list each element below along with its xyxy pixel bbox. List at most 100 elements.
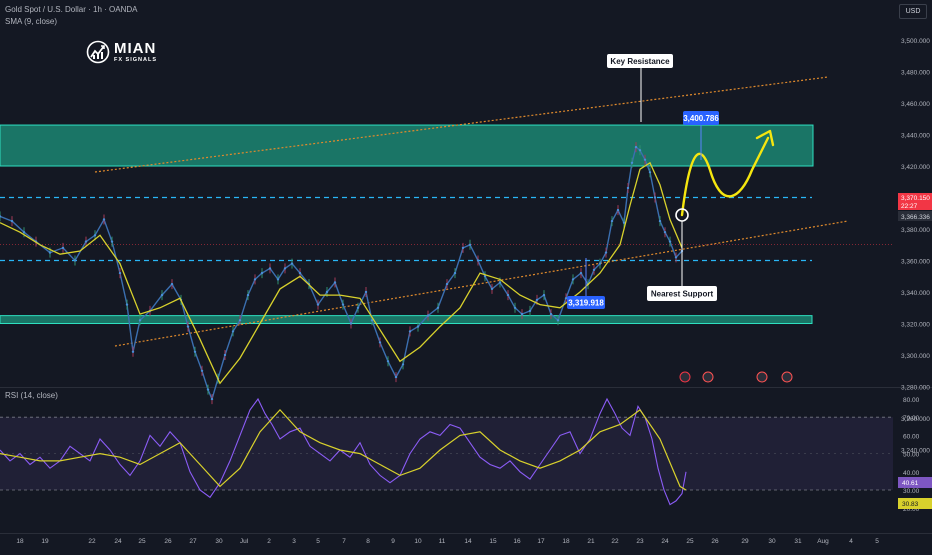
price-point	[160, 293, 164, 297]
time-tick-label: 22	[88, 538, 96, 545]
sma-legend[interactable]: SMA (9, close)	[5, 17, 58, 26]
rsi-ma-line	[0, 409, 687, 491]
price-point	[170, 282, 174, 286]
time-tick-label: 22	[611, 538, 619, 545]
price-point	[0, 215, 2, 218]
key-resistance-box	[607, 54, 673, 68]
time-tick-label: 16	[513, 538, 521, 545]
price-tick-label: 3,320.000	[901, 322, 930, 329]
price-point	[653, 196, 657, 199]
price-point	[436, 306, 440, 309]
price-point	[193, 350, 197, 353]
price-tick-label: 3,300.000	[901, 353, 930, 360]
price-point	[556, 319, 560, 322]
price-point	[461, 246, 465, 250]
upper-trend-line	[94, 76, 829, 173]
rsi-line	[0, 397, 687, 506]
time-tick-label: 15	[489, 538, 497, 545]
price-tick-label: 3,420.000	[901, 164, 930, 171]
projection-path	[680, 136, 770, 217]
price-point	[616, 208, 620, 212]
time-tick-label: 27	[189, 538, 197, 545]
time-tick-label: 24	[114, 538, 122, 545]
price-point	[93, 234, 97, 237]
price-point	[476, 259, 480, 262]
price-point	[10, 219, 14, 223]
time-tick-label: 14	[464, 538, 472, 545]
time-tick-label: 24	[661, 538, 669, 545]
resistance-zone	[0, 124, 814, 167]
rsi-ma-badge	[898, 498, 932, 509]
currency-button[interactable]: USD	[899, 4, 927, 19]
rsi-value-badge	[898, 477, 932, 488]
price-point	[483, 275, 487, 278]
time-tick-label: 26	[164, 538, 172, 545]
low-price-callout-box	[567, 296, 605, 309]
price-point	[535, 298, 539, 302]
time-tick-label: 5	[875, 538, 879, 545]
price-point	[48, 251, 52, 254]
price-point	[238, 319, 242, 322]
event-marker	[756, 371, 768, 383]
time-tick-label: 2	[267, 538, 271, 545]
rsi-tick-label: 50.00	[903, 452, 920, 459]
time-tick-label: 9	[391, 538, 395, 545]
time-tick-label: 8	[366, 538, 370, 545]
price-point	[349, 322, 353, 325]
countdown-label: 22:27	[901, 203, 918, 210]
time-tick-label: 17	[537, 538, 545, 545]
price-point	[674, 256, 678, 259]
price-tick-label: 3,340.000	[901, 290, 930, 297]
price-point	[206, 388, 210, 391]
time-tick-label: 25	[138, 538, 146, 545]
price-point	[401, 363, 405, 366]
nearest-support-box	[647, 286, 717, 301]
instrument-title[interactable]: Gold Spot / U.S. Dollar · 1h · OANDA	[5, 5, 138, 14]
logo-name: MIAN	[114, 39, 157, 57]
price-point	[490, 287, 494, 291]
zones	[0, 76, 893, 347]
price-point	[506, 293, 510, 297]
price-point	[394, 375, 398, 379]
projection-arrowhead	[755, 129, 775, 147]
price-point	[408, 330, 412, 333]
price-point	[468, 243, 472, 246]
price-point	[22, 231, 26, 234]
price-point	[316, 303, 320, 306]
rsi-ma-label: 30.83	[902, 501, 919, 508]
price-point	[370, 319, 374, 322]
low-price-callout-label: 3,319.918	[568, 299, 604, 308]
price-point	[298, 271, 302, 275]
rsi-value-label: 40.61	[902, 480, 919, 487]
brand-logo: MIAN FX SIGNALS	[86, 40, 157, 64]
rsi-tick-label: 30.00	[903, 488, 920, 495]
price-point	[364, 290, 368, 294]
price-tick-label: 3,360.000	[901, 259, 930, 266]
rsi-legend[interactable]: RSI (14, close)	[5, 391, 58, 400]
time-tick-label: 29	[741, 538, 749, 545]
sma-line	[0, 161, 683, 385]
price-point	[341, 303, 345, 306]
price-point	[246, 293, 250, 297]
price-point	[542, 293, 546, 297]
time-tick-label: Aug	[817, 538, 829, 545]
price-point	[223, 353, 227, 357]
price-point	[73, 259, 77, 262]
price-point	[416, 325, 420, 328]
price-point	[333, 281, 337, 284]
rsi-tick-label: 40.00	[903, 470, 920, 477]
price-point	[498, 281, 502, 284]
price-point	[200, 369, 204, 372]
price-point	[571, 278, 575, 281]
level-price-badge	[898, 211, 932, 221]
price-point	[658, 219, 662, 223]
price-point	[268, 267, 272, 270]
price-point	[579, 271, 583, 275]
nearest-support-label: Nearest Support	[651, 290, 714, 299]
time-tick-label: 10	[414, 538, 422, 545]
price-point	[592, 268, 596, 272]
price-point	[253, 278, 257, 281]
time-tick-label: 11	[439, 538, 446, 545]
price-point	[528, 309, 532, 313]
